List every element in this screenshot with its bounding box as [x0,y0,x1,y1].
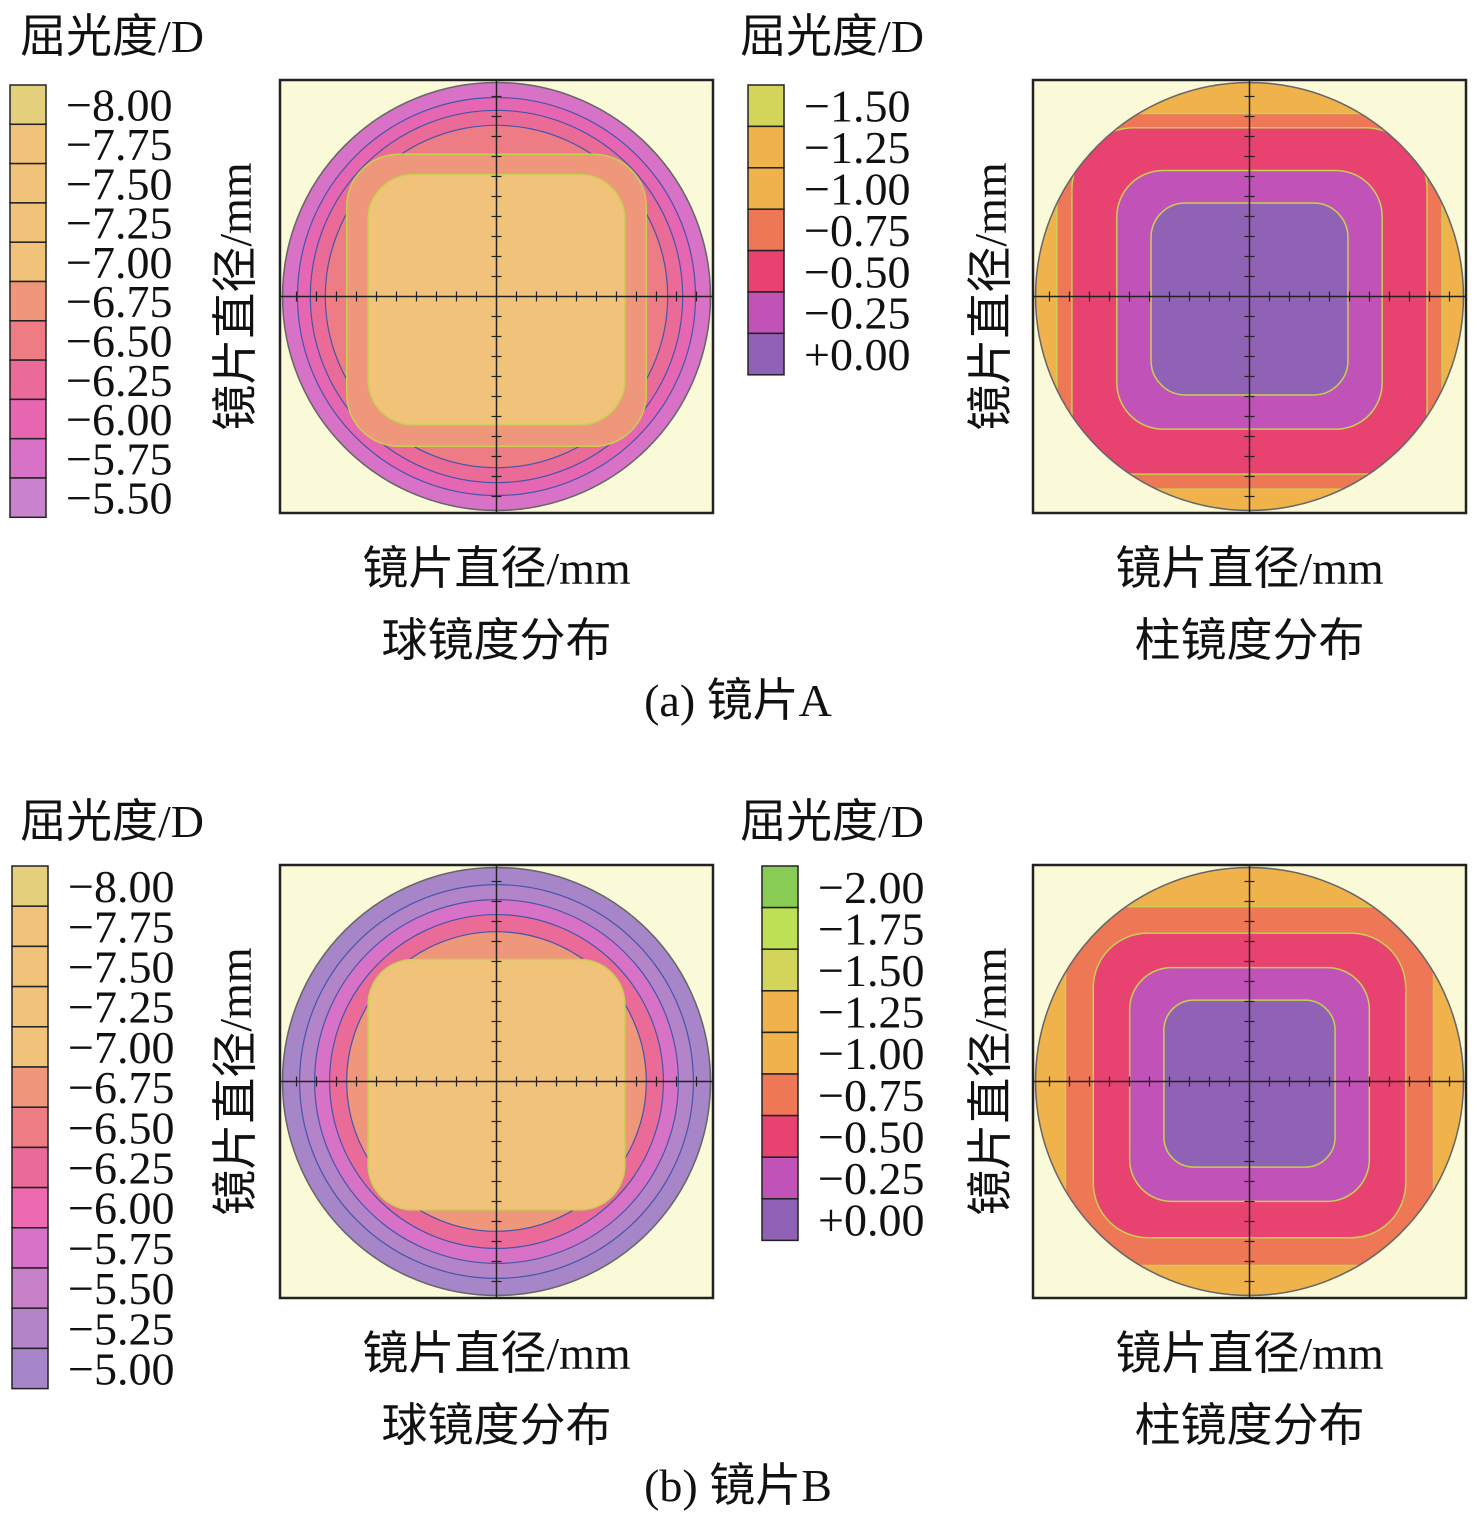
legend-swatch [9,162,47,204]
legend-swatch [761,990,799,1034]
legend-swatch [761,948,799,992]
legend-swatch [9,84,47,126]
legend-title: 屈光度/D [740,796,924,847]
map-caption: 柱镜度分布 [1135,1400,1365,1451]
y-axis-label: 镜片直径/mm [965,947,1016,1216]
legend-swatch [761,1073,799,1117]
legend-label: −1.50 [818,945,924,996]
legend-swatch [11,945,49,988]
legend-label: −8.00 [68,861,174,912]
legend-swatch [747,291,785,335]
y-axis-label: 镜片直径/mm [965,162,1016,431]
legend-label: −5.50 [66,473,172,524]
legend-label: −7.00 [66,237,172,288]
legend-label: −1.75 [818,903,924,954]
legend-label: +0.00 [804,329,910,380]
legend-swatch [11,1227,49,1269]
legend-label: −5.50 [68,1263,174,1314]
legend-label: −5.00 [68,1344,174,1395]
x-axis-label: 镜片直径/mm [362,543,631,594]
legend-swatch [11,1267,49,1309]
legend-swatch [9,398,47,440]
legend-swatch [11,1146,49,1189]
legend-title: 屈光度/D [740,11,924,62]
legend-label: −5.25 [68,1303,174,1354]
legend-label: −7.25 [68,982,174,1033]
panel-caption: (a) 镜片A [644,675,832,726]
legend-swatch [11,985,49,1028]
y-axis-label: 镜片直径/mm [210,162,261,431]
legend-swatch [11,1307,49,1350]
legend-label: −6.00 [66,394,172,445]
legend-swatch [747,249,785,293]
legend-swatch [11,1347,49,1390]
legend-swatch [9,320,47,361]
legend-label: −0.50 [818,1111,924,1162]
legend-label: −2.00 [818,862,924,913]
legend-label: −0.25 [818,1153,924,1204]
legend-label: −1.50 [804,81,910,132]
legend-label: −0.75 [818,1070,924,1121]
x-axis-label: 镜片直径/mm [1115,1328,1384,1379]
legend-label: −6.50 [66,315,172,366]
legend-label: −5.75 [68,1223,174,1274]
legend-label: −0.75 [804,205,910,256]
legend-swatch [747,84,785,128]
legend-swatch [761,1156,799,1200]
legend-swatch [761,1031,799,1075]
legend-label: −6.00 [68,1183,174,1234]
legend-swatch [11,905,49,948]
legend-swatch [9,280,47,322]
legend-label: −0.50 [804,246,910,297]
legend-label: −6.50 [68,1102,174,1153]
legend-label: −1.00 [818,1028,924,1079]
legend-swatch [761,906,799,950]
x-axis-label: 镜片直径/mm [1115,543,1384,594]
legend-swatch [9,241,47,283]
legend-label: −7.75 [66,119,172,170]
legend-label: −6.25 [68,1143,174,1194]
legend-swatch [11,1106,49,1149]
legend-swatch [9,123,47,165]
legend-title: 屈光度/D [20,11,204,62]
legend-label: −5.75 [66,433,172,484]
legend-swatch [747,125,785,169]
y-axis-label: 镜片直径/mm [210,947,261,1216]
legend-swatch [761,1198,799,1242]
map-caption: 球镜度分布 [382,615,612,666]
legend-swatch [747,332,785,376]
legend-label: −7.75 [68,901,174,952]
legend-swatch [761,1114,799,1158]
legend-label: +0.00 [818,1195,924,1246]
legend-label: −0.25 [804,288,910,339]
legend-label: −1.25 [804,122,910,173]
legend-swatch [11,865,49,907]
legend-swatch [9,202,47,243]
legend-label: −1.00 [804,164,910,215]
map-caption: 柱镜度分布 [1135,615,1365,666]
legend-swatch [11,1186,49,1229]
legend-swatch [11,1066,49,1108]
legend-label: −7.00 [68,1022,174,1073]
legend-label: −7.50 [68,942,174,993]
legend-swatch [9,477,47,519]
legend-label: −1.25 [818,987,924,1038]
panel-caption: (b) 镜片B [644,1460,832,1511]
x-axis-label: 镜片直径/mm [362,1328,631,1379]
legend-title: 屈光度/D [20,796,204,847]
legend-swatch [11,1026,49,1068]
legend-swatch [747,208,785,252]
legend-swatch [747,167,785,210]
legend-swatch [9,359,47,401]
legend-label: −7.50 [66,158,172,209]
legend-label: −6.25 [66,355,172,406]
legend-label: −7.25 [66,198,172,249]
legend-label: −6.75 [68,1062,174,1113]
map-caption: 球镜度分布 [382,1400,612,1451]
legend-label: −8.00 [66,80,172,131]
legend-label: −6.75 [66,276,172,327]
legend-swatch [761,865,799,909]
legend-swatch [9,437,47,479]
